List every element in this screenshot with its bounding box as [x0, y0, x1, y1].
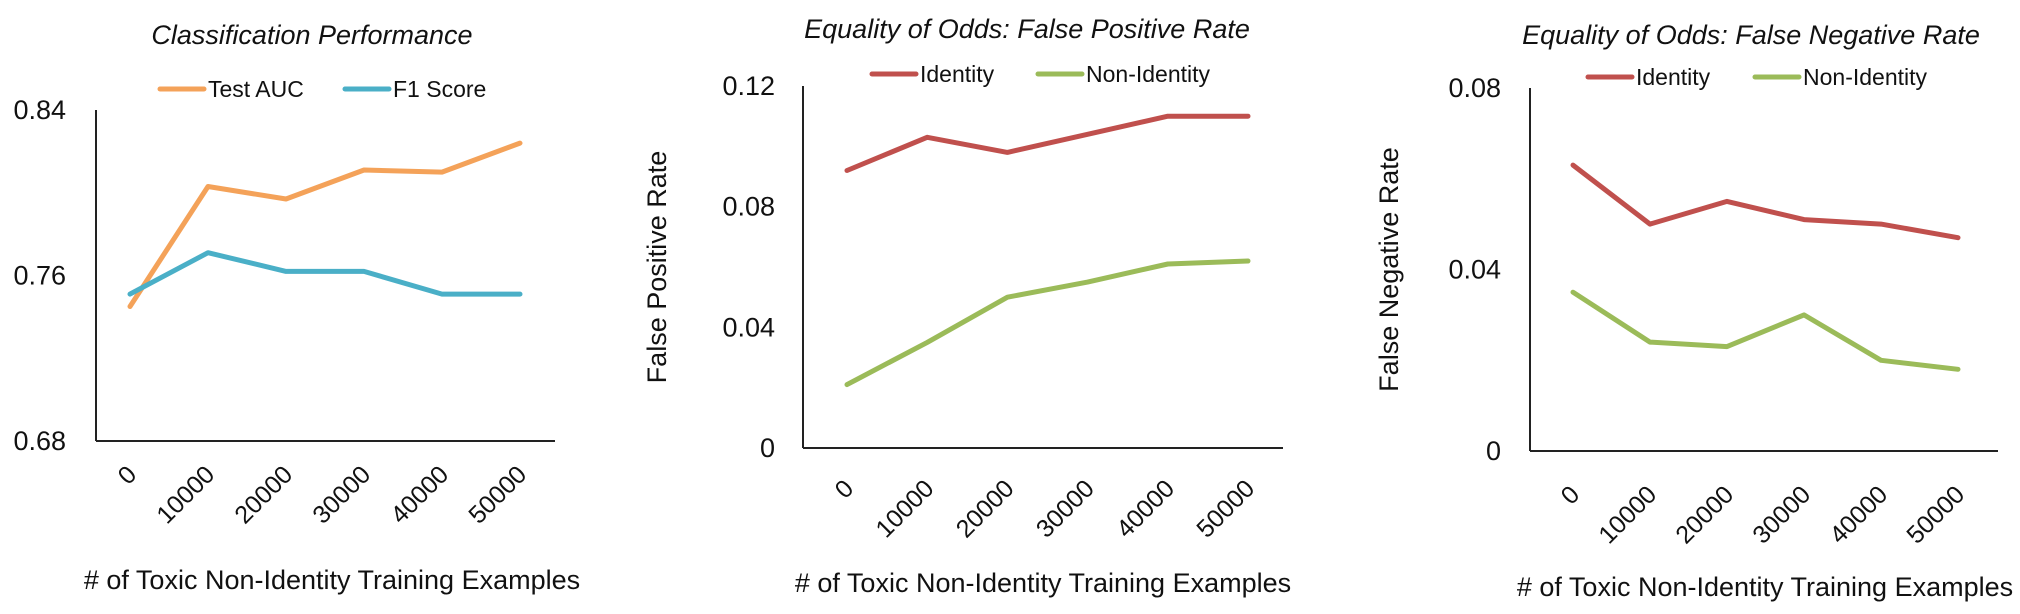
y-tick-label: 0.08: [722, 192, 775, 222]
chart-panel-2: Equality of Odds: False Positive Rate 0 0.…: [642, 14, 1291, 598]
series-line-identity: [844, 113, 1251, 173]
legend-label: Identity: [920, 61, 995, 87]
y-tick-label: 0.04: [1448, 255, 1501, 285]
x-tick-label: 10000: [870, 474, 939, 543]
x-axis-label: # of Toxic Non-Identity Training Example…: [1517, 572, 2013, 602]
x-tick-label: 40000: [385, 460, 454, 529]
series-line-non-identity: [844, 258, 1251, 388]
legend-label: Non-Identity: [1803, 64, 1928, 90]
series-line-non-identity: [1570, 289, 1961, 372]
x-tick-label: 50000: [1191, 474, 1260, 543]
y-tick-label: 0.68: [13, 426, 66, 456]
x-tick-label: 20000: [1670, 480, 1739, 549]
x-tick-label: 20000: [229, 460, 298, 529]
series-line-test-auc: [127, 140, 523, 309]
x-tick-label: 40000: [1111, 474, 1180, 543]
x-tick-label: 0: [1556, 480, 1586, 510]
legend-label: Test AUC: [208, 76, 304, 102]
chart-title: Equality of Odds: False Positive Rate: [804, 14, 1250, 44]
chart-panel-1: Classification Performance 0.68 0.76 0.84 0 1…: [13, 20, 580, 595]
y-tick-label: 0: [760, 433, 775, 463]
x-tick-label: 0: [830, 474, 860, 504]
x-tick-label: 30000: [1747, 480, 1816, 549]
x-tick-label: 10000: [151, 460, 220, 529]
y-tick-label: 0.04: [722, 312, 775, 342]
x-tick-label: 20000: [951, 474, 1020, 543]
x-tick-label: 50000: [463, 460, 532, 529]
x-axis-label: # of Toxic Non-Identity Training Example…: [795, 568, 1291, 598]
y-tick-label: 0.12: [722, 71, 775, 101]
y-tick-label: 0.84: [13, 95, 66, 125]
x-axis-label: # of Toxic Non-Identity Training Example…: [84, 565, 580, 595]
x-tick-label: 40000: [1824, 480, 1893, 549]
x-tick-label: 50000: [1901, 480, 1970, 549]
series-line-identity: [1570, 162, 1961, 241]
legend-label: Identity: [1636, 64, 1711, 90]
x-tick-label: 30000: [1031, 474, 1100, 543]
y-tick-label: 0: [1486, 436, 1501, 466]
x-tick-label: 30000: [307, 460, 376, 529]
y-axis-label: False Negative Rate: [1374, 147, 1404, 392]
y-tick-label: 0.76: [13, 261, 66, 291]
series-line-f1-score: [127, 250, 523, 297]
chart-title: Classification Performance: [151, 20, 472, 50]
chart-panel-3: Equality of Odds: False Negative Rate 0 0.…: [1374, 20, 2013, 602]
y-tick-label: 0.08: [1448, 73, 1501, 103]
legend-label: Non-Identity: [1086, 61, 1211, 87]
x-tick-label: 0: [113, 460, 143, 490]
x-tick-label: 10000: [1593, 480, 1662, 549]
chart-title: Equality of Odds: False Negative Rate: [1522, 20, 1980, 50]
y-axis-label: False Positive Rate: [642, 151, 672, 384]
legend-label: F1 Score: [393, 76, 486, 102]
